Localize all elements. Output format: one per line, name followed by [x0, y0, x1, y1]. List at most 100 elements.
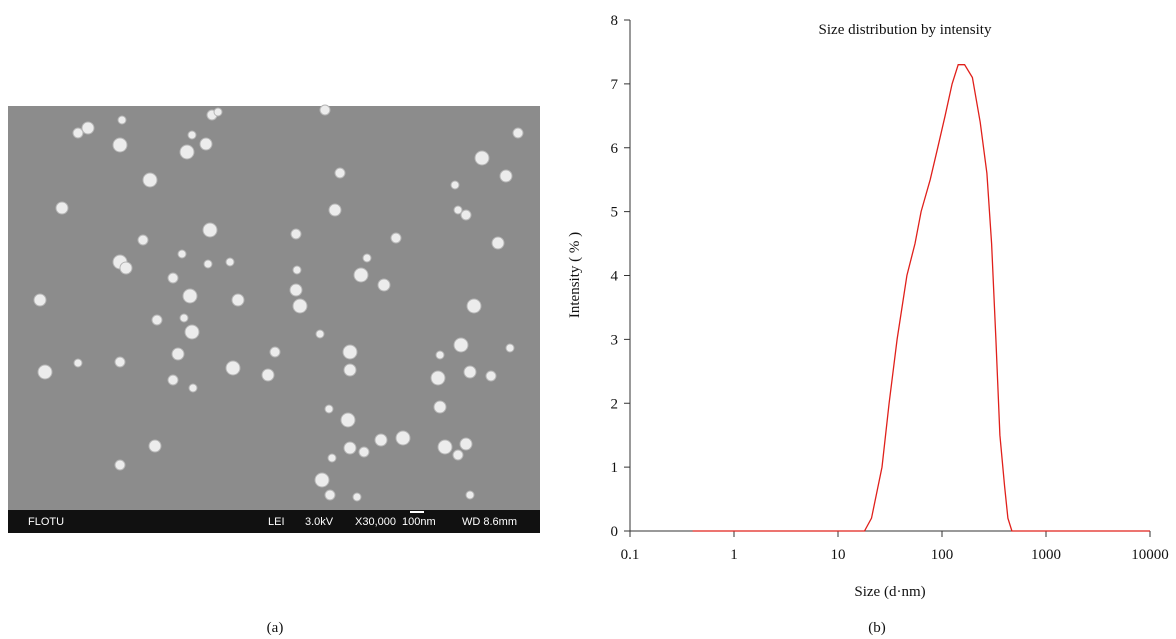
particle — [261, 368, 275, 382]
particle — [292, 265, 302, 275]
particle — [353, 267, 369, 283]
particle — [340, 412, 356, 428]
y-tick-label: 5 — [611, 205, 619, 221]
particle — [225, 257, 235, 267]
particle — [390, 232, 402, 244]
y-tick-label: 8 — [611, 13, 619, 29]
particle — [167, 374, 179, 386]
particle — [343, 441, 357, 455]
y-tick-label: 6 — [611, 141, 619, 157]
particle — [512, 127, 524, 139]
particle — [184, 324, 200, 340]
x-tick-label: 0.1 — [621, 547, 640, 563]
sem-label: 3.0kV — [305, 516, 334, 528]
y-tick-label: 7 — [611, 77, 619, 93]
particle — [203, 259, 213, 269]
particle — [269, 346, 281, 358]
y-tick-label: 1 — [611, 460, 619, 476]
sem-label: FLOTU — [28, 516, 64, 528]
particle — [179, 144, 195, 160]
sem-info-bar — [8, 510, 540, 533]
y-axis-label: Intensity ( % ) — [567, 232, 583, 318]
particle — [395, 430, 411, 446]
particle — [187, 130, 197, 140]
chart-title: Size distribution by intensity — [819, 22, 992, 38]
particle — [167, 272, 179, 284]
particle — [491, 236, 505, 250]
x-axis-label: Size (d·nm) — [854, 584, 925, 600]
particle — [358, 446, 370, 458]
particle — [73, 358, 83, 368]
sem-label: WD 8.6mm — [462, 516, 517, 528]
particle — [289, 283, 303, 297]
particle — [453, 337, 469, 353]
x-tick-label: 1000 — [1031, 547, 1061, 563]
sem-label: 100nm — [402, 516, 436, 528]
particle — [327, 453, 337, 463]
particle — [55, 201, 69, 215]
particle — [505, 343, 515, 353]
particle — [81, 121, 95, 135]
particle — [112, 137, 128, 153]
particle — [117, 115, 127, 125]
particle — [460, 209, 472, 221]
particle — [114, 459, 126, 471]
particle — [437, 439, 453, 455]
particle — [463, 365, 477, 379]
particle — [377, 278, 391, 292]
particle — [435, 350, 445, 360]
x-tick-label: 100 — [931, 547, 954, 563]
particle — [225, 360, 241, 376]
particle — [452, 449, 464, 461]
particle — [37, 364, 53, 380]
particle — [148, 439, 162, 453]
particle — [334, 167, 346, 179]
particle — [324, 489, 336, 501]
particle — [114, 356, 126, 368]
particle — [343, 363, 357, 377]
sem-label: LEI — [268, 516, 285, 528]
particles — [33, 104, 524, 502]
particle — [199, 137, 213, 151]
particle — [430, 370, 446, 386]
particle — [362, 253, 372, 263]
particle — [213, 107, 223, 117]
particle — [342, 344, 358, 360]
y-tick-label: 2 — [611, 396, 619, 412]
panel-label: (a) — [267, 620, 284, 636]
y-tick-label: 4 — [611, 269, 619, 285]
particle — [315, 329, 325, 339]
particle — [474, 150, 490, 166]
data-line — [692, 64, 1150, 532]
particle — [292, 298, 308, 314]
particle — [151, 314, 163, 326]
particle — [314, 472, 330, 488]
panel-label: (b) — [868, 620, 886, 636]
particle — [324, 404, 334, 414]
particle — [453, 205, 463, 215]
particle — [72, 127, 84, 139]
y-tick-label: 0 — [611, 524, 619, 540]
x-tick-label: 10 — [831, 547, 846, 563]
particle — [459, 437, 473, 451]
particle — [450, 180, 460, 190]
particle — [328, 203, 342, 217]
sem-label: X30,000 — [355, 516, 396, 528]
particle — [485, 370, 497, 382]
particle — [202, 222, 218, 238]
sem-image — [8, 106, 540, 533]
particle — [290, 228, 302, 240]
y-tick-label: 3 — [611, 332, 619, 348]
particle — [433, 400, 447, 414]
particle — [352, 492, 362, 502]
particle — [137, 234, 149, 246]
particle — [465, 490, 475, 500]
particle — [499, 169, 513, 183]
particle — [182, 288, 198, 304]
particle — [319, 104, 331, 116]
x-tick-label: 1 — [730, 547, 738, 563]
particle — [231, 293, 245, 307]
particle — [142, 172, 158, 188]
